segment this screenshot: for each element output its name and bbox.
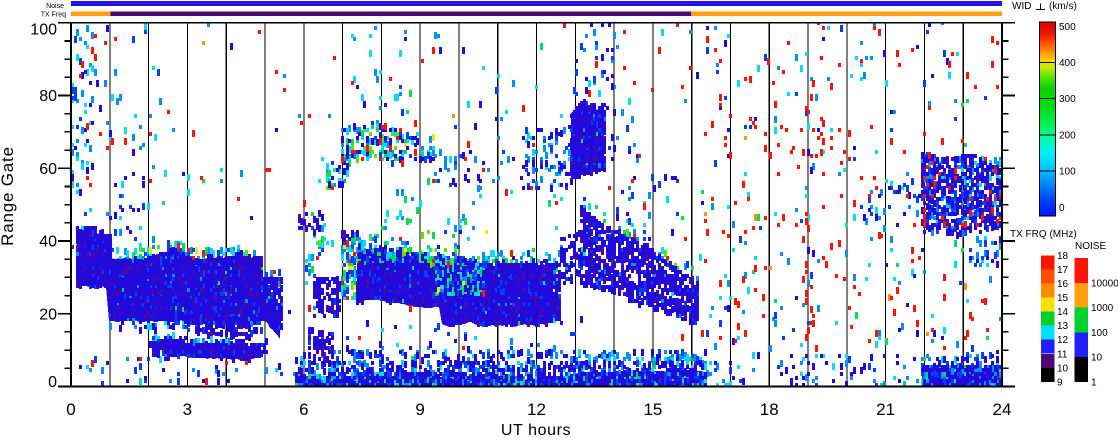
svg-text:21: 21 (876, 400, 895, 419)
svg-text:10: 10 (1057, 363, 1069, 374)
svg-text:13: 13 (1057, 321, 1069, 332)
svg-text:TX Freq: TX Freq (41, 12, 66, 19)
svg-text:18: 18 (760, 400, 779, 419)
svg-text:Range Gate: Range Gate (0, 146, 17, 246)
svg-text:16: 16 (1057, 279, 1069, 290)
svg-text:10: 10 (1091, 353, 1103, 364)
svg-text:TX FRQ (MHz): TX FRQ (MHz) (1010, 229, 1077, 240)
svg-text:12: 12 (1057, 335, 1069, 346)
svg-text:0: 0 (1059, 203, 1065, 214)
svg-text:WID: WID (1012, 1, 1031, 12)
svg-text:24: 24 (993, 400, 1012, 419)
svg-text:Noise: Noise (46, 3, 64, 10)
svg-text:60: 60 (39, 161, 57, 178)
svg-text:12: 12 (527, 400, 546, 419)
svg-text:NOISE: NOISE (1075, 241, 1106, 252)
svg-text:UT hours: UT hours (501, 422, 571, 435)
svg-text:100: 100 (30, 22, 57, 39)
svg-text:11: 11 (1057, 349, 1068, 360)
svg-text:0: 0 (66, 400, 75, 419)
svg-text:0: 0 (48, 374, 57, 391)
svg-text:(km/s): (km/s) (1049, 1, 1077, 12)
svg-text:80: 80 (39, 88, 57, 105)
svg-text:10000: 10000 (1091, 278, 1118, 289)
svg-text:500: 500 (1059, 22, 1076, 33)
svg-text:9: 9 (415, 400, 424, 419)
svg-text:300: 300 (1059, 94, 1076, 105)
svg-text:1: 1 (1091, 378, 1097, 389)
svg-text:15: 15 (1057, 293, 1069, 304)
svg-text:15: 15 (643, 400, 662, 419)
svg-text:17: 17 (1057, 265, 1069, 276)
svg-text:400: 400 (1059, 58, 1076, 69)
svg-text:9: 9 (1057, 377, 1063, 388)
svg-text:14: 14 (1057, 307, 1069, 318)
svg-text:200: 200 (1059, 130, 1076, 141)
svg-text:100: 100 (1091, 328, 1108, 339)
svg-text:20: 20 (39, 306, 57, 323)
svg-text:18: 18 (1057, 251, 1069, 262)
svg-text:40: 40 (39, 234, 57, 251)
svg-text:1000: 1000 (1091, 303, 1114, 314)
svg-text:6: 6 (299, 400, 308, 419)
svg-text:100: 100 (1059, 167, 1076, 178)
svg-text:3: 3 (183, 400, 192, 419)
